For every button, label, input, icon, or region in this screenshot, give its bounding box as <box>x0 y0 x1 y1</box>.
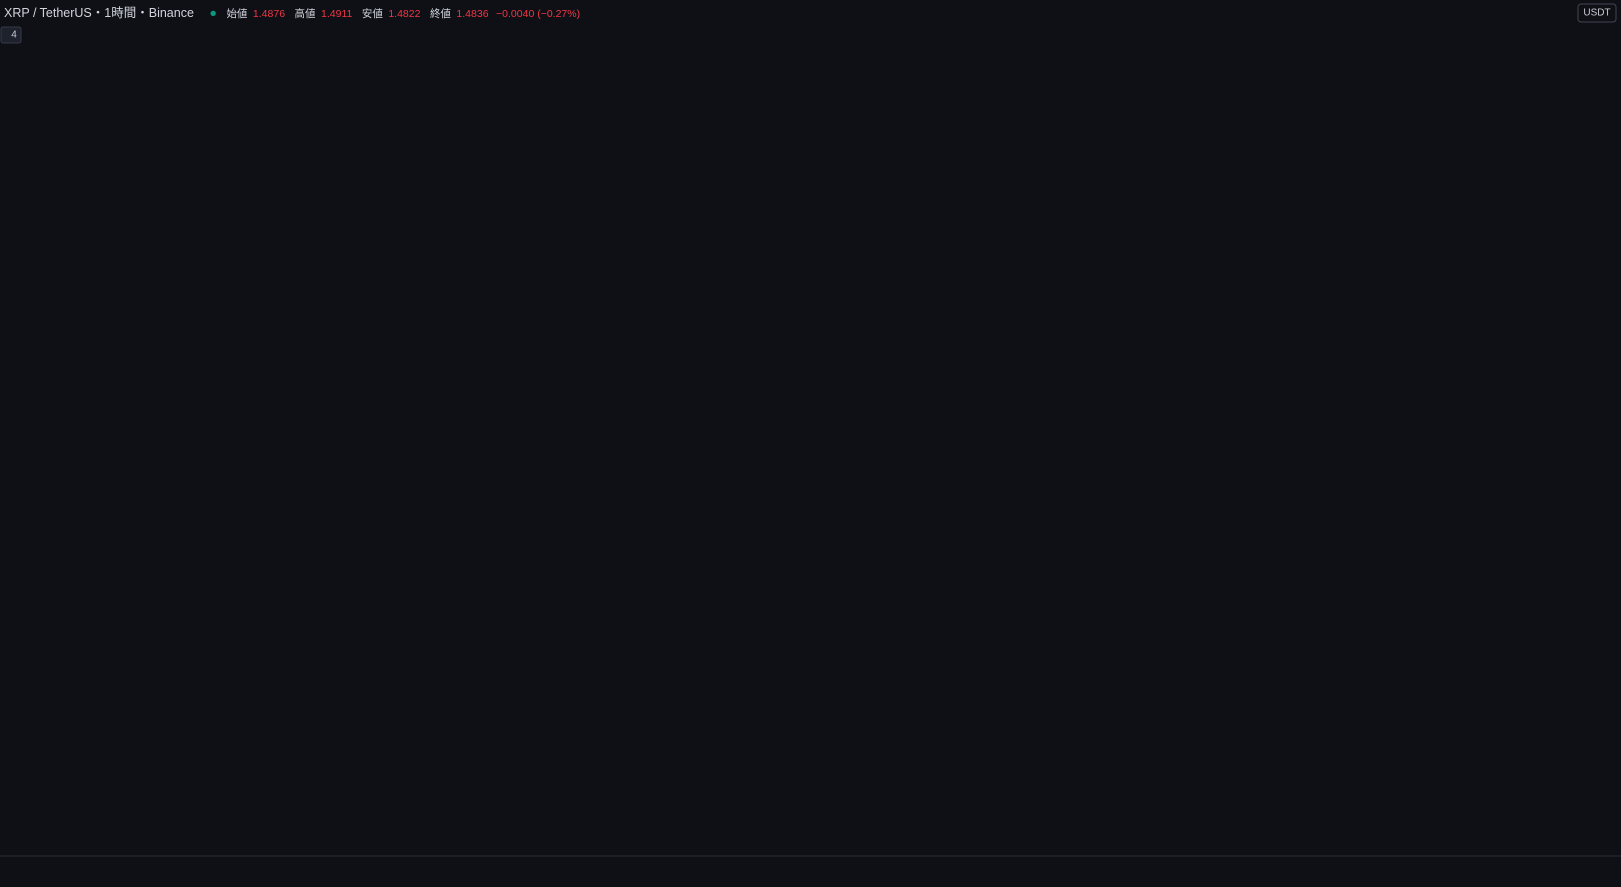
ohlc-value: 1.4911 <box>321 8 352 20</box>
price-axis <box>1572 0 1621 887</box>
header: XRP / TetherUS・1時間・Binance ● 始値 1.4876 高… <box>4 6 580 20</box>
change: −0.0040 (−0.27%) <box>496 8 580 20</box>
currency-button[interactable] <box>1577 3 1617 23</box>
ohlc-value: 1.4822 <box>388 8 420 20</box>
indicator-toggle[interactable] <box>0 26 22 44</box>
status-dot: ● <box>209 6 217 20</box>
ohlc-value: 1.4836 <box>456 8 488 20</box>
ohlc-label: 始値 <box>226 7 247 20</box>
indicator-count[interactable]: 4 <box>11 30 17 41</box>
currency[interactable]: USDT <box>1583 8 1610 19</box>
symbol-title: XRP / TetherUS・1時間・Binance <box>4 6 194 20</box>
ohlc-label: 安値 <box>362 7 383 20</box>
ohlc-label: 高値 <box>295 7 316 20</box>
ohlc-value: 1.4876 <box>253 8 285 20</box>
time-axis <box>0 856 1572 887</box>
ohlc-label: 終値 <box>430 7 451 20</box>
